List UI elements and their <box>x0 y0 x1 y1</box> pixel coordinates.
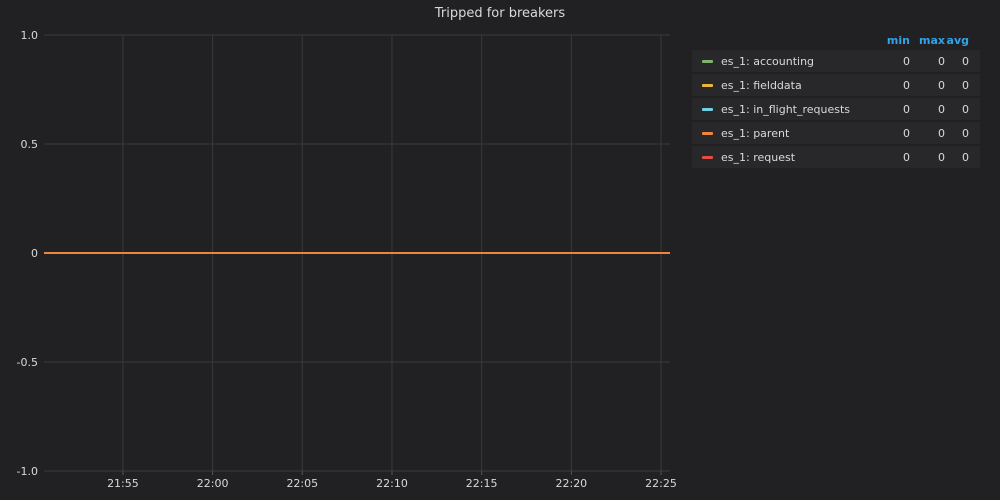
legend-item-name[interactable]: es_1: in_flight_requests <box>721 102 851 116</box>
legend-item-max: 0 <box>938 78 945 92</box>
x-axis: 21:55 22:00 22:05 22:10 22:15 22:20 22:25 <box>107 471 677 490</box>
legend-item-min: 0 <box>903 126 910 140</box>
legend-item[interactable]: es_1: parent 0 0 0 <box>692 122 980 144</box>
x-tick-label: 22:25 <box>645 477 677 490</box>
legend-swatch-icon[interactable] <box>702 107 713 111</box>
legend-item-max: 0 <box>938 102 945 116</box>
legend-item-min: 0 <box>903 78 910 92</box>
x-tick-label: 21:55 <box>107 477 139 490</box>
legend-item[interactable]: es_1: in_flight_requests 0 0 0 <box>692 98 980 120</box>
y-axis: 1.0 0.5 0 -0.5 -1.0 <box>17 29 38 478</box>
legend-item-avg: 0 <box>962 78 969 92</box>
legend-item[interactable]: es_1: request 0 0 0 <box>692 146 980 168</box>
legend-item-min: 0 <box>903 54 910 68</box>
y-tick-label: 0.5 <box>21 138 39 151</box>
legend-swatch-icon[interactable] <box>702 155 713 159</box>
y-tick-label: -0.5 <box>17 356 38 369</box>
legend-item-max: 0 <box>938 54 945 68</box>
legend-item-min: 0 <box>903 102 910 116</box>
legend-swatch-icon[interactable] <box>702 131 713 135</box>
legend: min max avg es_1: accounting 0 0 0 es_1: fie… <box>692 30 980 170</box>
legend-item[interactable]: es_1: fielddata 0 0 0 <box>692 74 980 96</box>
legend-item-max: 0 <box>938 150 945 164</box>
legend-header: min max avg <box>692 30 980 50</box>
legend-item-name[interactable]: es_1: accounting <box>721 54 815 68</box>
legend-swatch-icon[interactable] <box>702 59 713 63</box>
x-tick-label: 22:05 <box>286 477 318 490</box>
legend-item-name[interactable]: es_1: request <box>721 150 796 164</box>
panel-title[interactable]: Tripped for breakers <box>434 6 566 21</box>
legend-item-max: 0 <box>938 126 945 140</box>
legend-item-avg: 0 <box>962 54 969 68</box>
x-tick-label: 22:10 <box>376 477 408 490</box>
legend-item-avg: 0 <box>962 126 969 140</box>
legend-swatch-icon[interactable] <box>702 83 713 87</box>
legend-header-avg[interactable]: avg <box>946 33 969 47</box>
x-tick-label: 22:00 <box>197 477 229 490</box>
legend-item-name[interactable]: es_1: fielddata <box>721 78 802 92</box>
legend-item-min: 0 <box>903 150 910 164</box>
legend-item-avg: 0 <box>962 150 969 164</box>
y-tick-label: -1.0 <box>17 465 38 478</box>
y-tick-label: 1.0 <box>21 29 39 42</box>
legend-item-name[interactable]: es_1: parent <box>721 126 790 140</box>
legend-item-avg: 0 <box>962 102 969 116</box>
legend-header-max[interactable]: max <box>919 33 945 47</box>
legend-item[interactable]: es_1: accounting 0 0 0 <box>692 50 980 72</box>
legend-header-min[interactable]: min <box>886 33 910 47</box>
x-tick-label: 22:15 <box>466 477 498 490</box>
y-tick-label: 0 <box>31 247 38 260</box>
x-tick-label: 22:20 <box>555 477 587 490</box>
